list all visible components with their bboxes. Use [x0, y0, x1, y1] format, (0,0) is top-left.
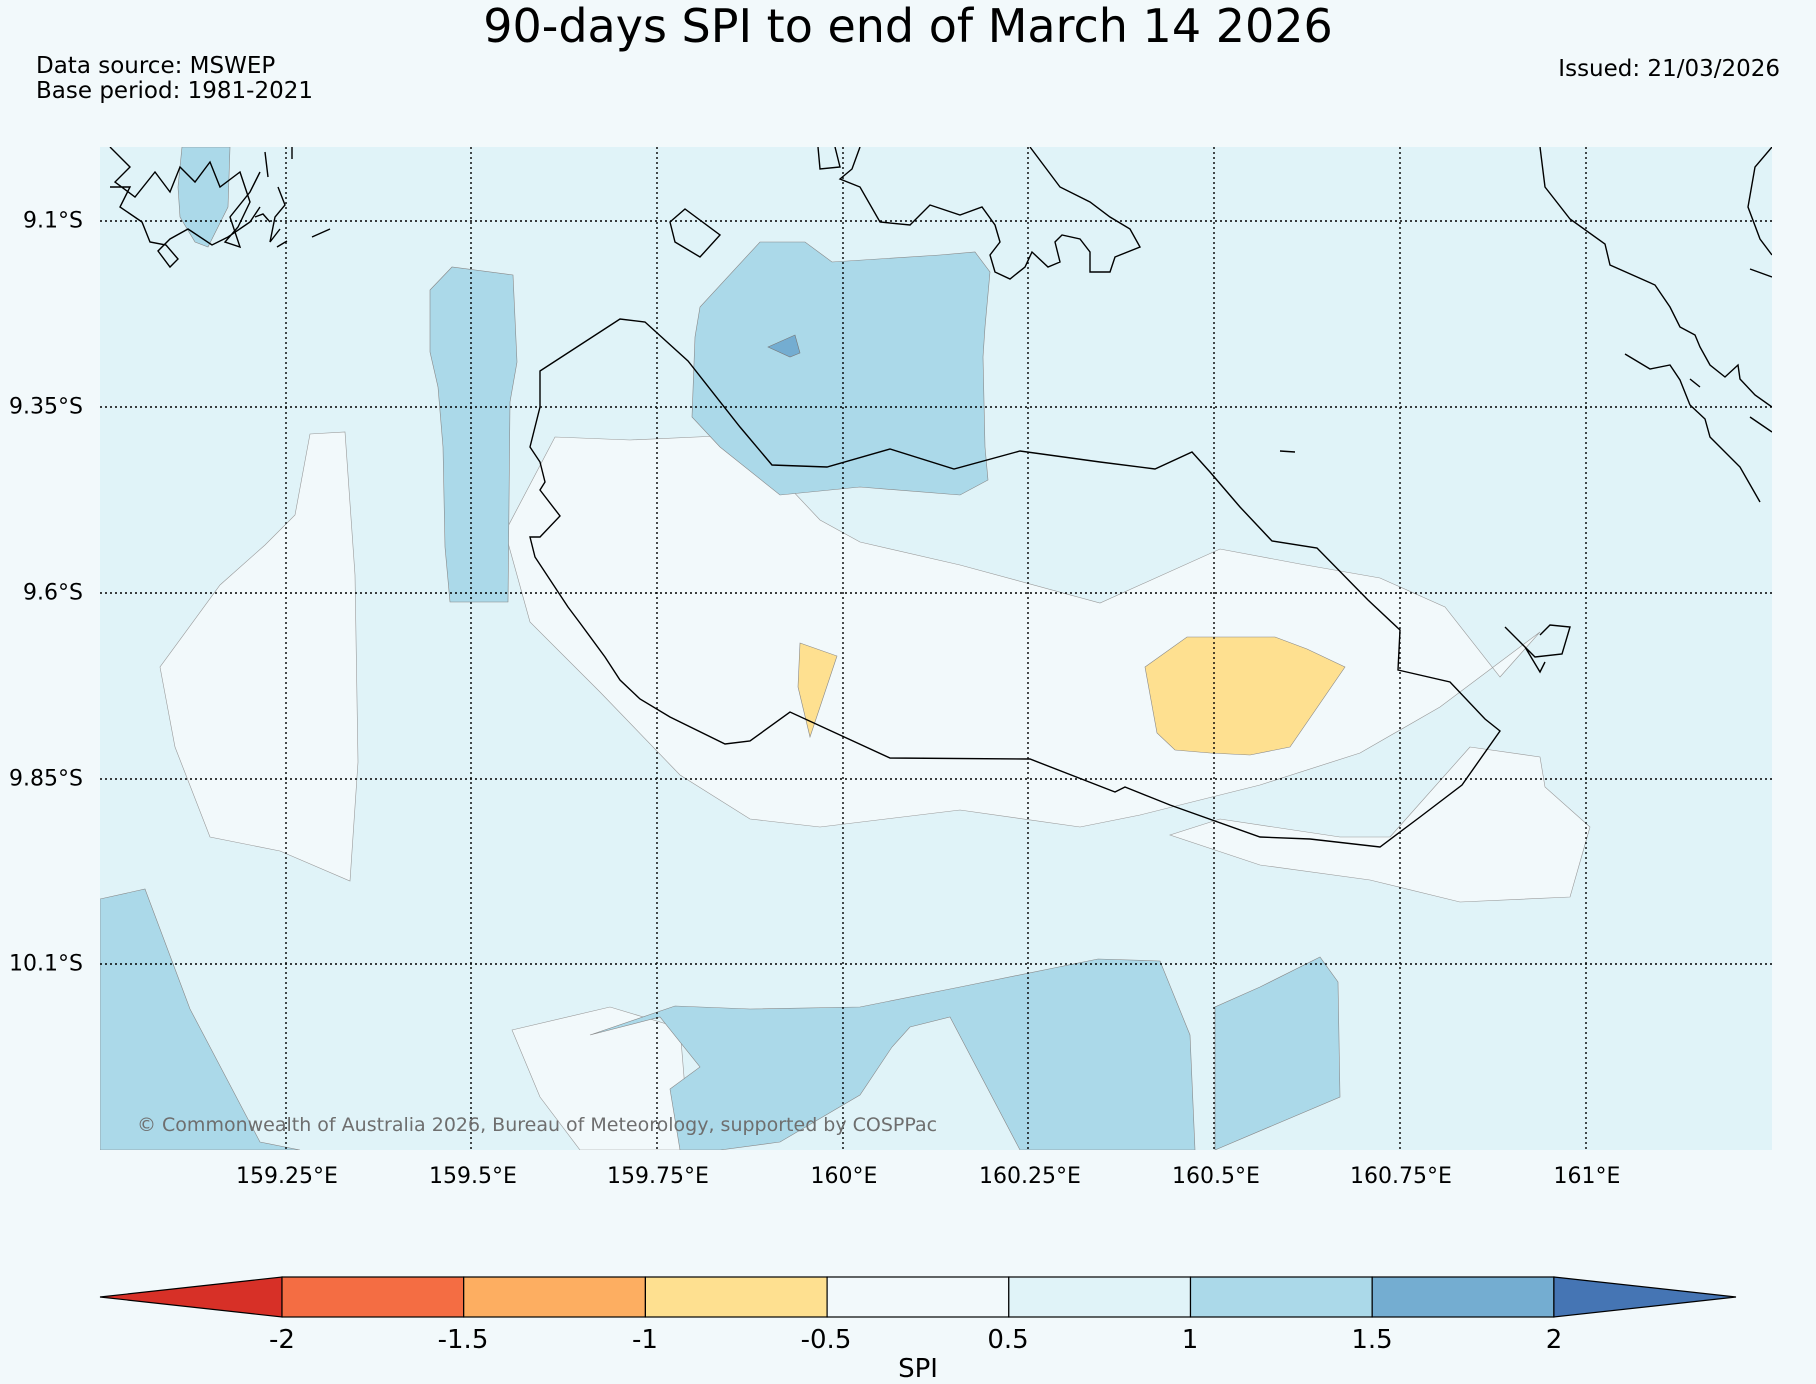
- colorbar-cell-7: [1371, 1276, 1555, 1318]
- lat-label-9.85S: 9.85°S: [9, 766, 83, 792]
- copyright-notice: © Commonwealth of Australia 2026, Bureau…: [137, 1114, 938, 1136]
- spi-zone-near-normal-central: [504, 434, 1541, 828]
- island-coastline-santa-isabel: [1539, 147, 1772, 503]
- island-coastline-nw: [109, 147, 286, 269]
- spi-map: © Commonwealth of Australia 2026, Bureau…: [100, 147, 1772, 1150]
- colorbar-cell-1: [281, 1276, 465, 1318]
- lon-label-160.5E: 160.5°E: [1172, 1164, 1260, 1189]
- colorbar-label: SPI: [898, 1354, 938, 1384]
- lon-label-159.75E: 159.75°E: [607, 1164, 709, 1189]
- lon-label-160.25E: 160.25°E: [979, 1164, 1081, 1189]
- colorbar-cell-3: [644, 1276, 828, 1318]
- colorbar-tick-minus1.5: -1.5: [437, 1325, 489, 1355]
- colorbar-tick-2: 2: [1545, 1325, 1563, 1355]
- spi-zone-wet-northwest: [177, 147, 231, 248]
- graticule: [100, 147, 1772, 1150]
- colorbar-cell-6: [1189, 1276, 1373, 1318]
- colorbar-cell-4: [826, 1276, 1010, 1318]
- lon-label-160.75E: 160.75°E: [1350, 1164, 1452, 1189]
- colorbar-extension-high: [1553, 1276, 1737, 1318]
- spi-zone-wet-south: [589, 958, 1196, 1150]
- island-coastline-east-fragments: [1279, 378, 1772, 674]
- lon-label-160E: 160°E: [810, 1164, 878, 1189]
- map-metadata: Data source: MSWEP Base period: 1981-202…: [36, 54, 313, 104]
- coastlines: [109, 147, 1772, 848]
- island-coastline-florida-ngella: [817, 147, 1141, 280]
- spi-zone-very-wet-north: [767, 334, 801, 358]
- lon-label-159.25E: 159.25°E: [236, 1164, 338, 1189]
- lon-label-159.5E: 159.5°E: [429, 1164, 517, 1189]
- lat-label-9.6S: 9.6°S: [23, 580, 83, 606]
- colorbar-tick-minus1: -1: [632, 1325, 658, 1355]
- spi-zone-wet-west: [429, 266, 518, 603]
- map-title: 90-days SPI to end of March 14 2026: [483, 0, 1333, 53]
- colorbar-tick-minus2: -2: [269, 1325, 295, 1355]
- colorbar-tick-1: 1: [1181, 1325, 1199, 1355]
- spi-map-canvas: [100, 147, 1772, 1150]
- spi-zone-near-normal-west: [159, 431, 359, 882]
- colorbar-extension-low: [99, 1276, 283, 1318]
- colorbar-cell-5: [1008, 1276, 1192, 1318]
- lat-label-9.35S: 9.35°S: [9, 394, 83, 420]
- island-coastline-nw-islets: [254, 147, 331, 248]
- island-coastline-small-west: [669, 208, 722, 258]
- spi-moderately-wet-areas: [100, 147, 1341, 1150]
- issued-date: Issued: 21/03/2026: [1558, 56, 1780, 82]
- colorbar-tick-minus0.5: -0.5: [800, 1325, 852, 1355]
- spi-zone-wet-north: [691, 241, 991, 496]
- colorbar-tick-0.5: 0.5: [987, 1325, 1029, 1355]
- lat-label-9.1S: 9.1°S: [23, 208, 83, 234]
- colorbar-cell-2: [463, 1276, 647, 1318]
- lat-label-10.1S: 10.1°S: [9, 951, 83, 977]
- spi-zone-dry-central: [797, 642, 838, 739]
- spi-zone-wet-southwest: [100, 888, 301, 1150]
- data-source-text: Data source: MSWEP: [36, 53, 276, 79]
- base-period-text: Base period: 1981-2021: [36, 78, 314, 104]
- spi-zone-near-normal-east: [1169, 746, 1591, 903]
- spi-zone-near-normal-south: [511, 1006, 691, 1150]
- island-coastline-guadalcanal: [529, 318, 1501, 848]
- spi-moderately-dry-areas: [797, 636, 1346, 756]
- lon-label-161E: 161°E: [1553, 1164, 1621, 1189]
- spi-zone-dry-east: [1144, 636, 1346, 756]
- spi-zone-wet-southeast: [1214, 956, 1341, 1150]
- spi-very-wet-areas: [767, 334, 801, 358]
- colorbar-tick-1.5: 1.5: [1351, 1325, 1393, 1355]
- spi-colorbar: [99, 1276, 1737, 1318]
